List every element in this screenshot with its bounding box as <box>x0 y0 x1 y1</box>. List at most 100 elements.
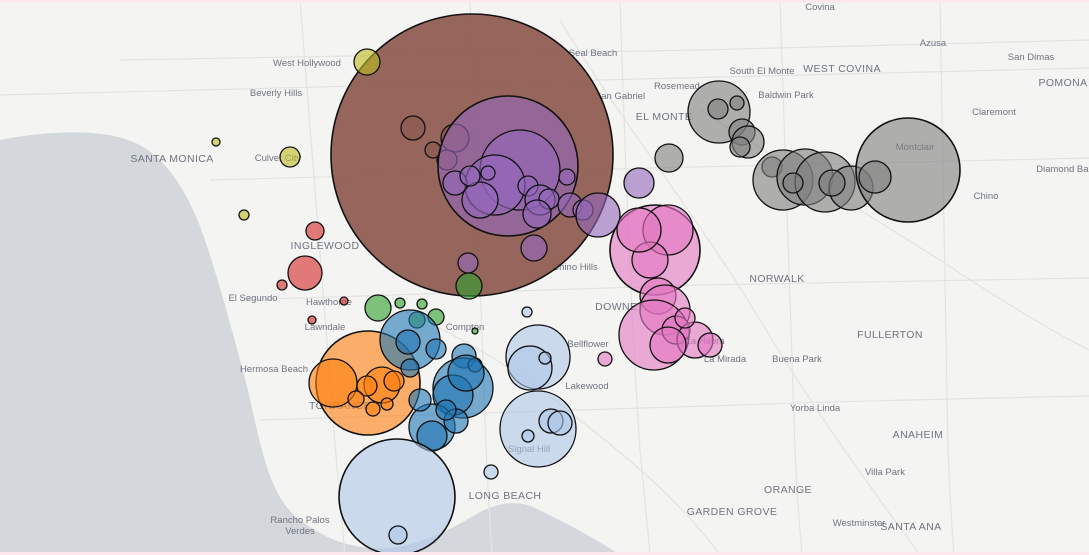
marker-orange-75[interactable] <box>347 390 365 408</box>
place-label-norwalk: NORWALK <box>749 273 804 285</box>
top-edge <box>0 0 1089 3</box>
place-label-compton: Compton <box>446 322 485 333</box>
place-label-orange: ORANGE <box>764 484 812 496</box>
marker-pink-32[interactable] <box>674 307 696 329</box>
marker-gray-37[interactable] <box>707 98 729 120</box>
marker-blue-77[interactable] <box>395 329 421 355</box>
marker-lightblue-99[interactable] <box>521 306 533 318</box>
marker-red-59[interactable] <box>339 296 349 306</box>
marker-lightblue-100[interactable] <box>483 464 499 480</box>
bottom-edge <box>0 552 1089 555</box>
place-label-west-covina: WEST COVINA <box>803 63 881 75</box>
marker-olive-54[interactable] <box>211 137 221 147</box>
place-label-beverly-hills: Beverly Hills <box>250 88 303 99</box>
marker-purple-21[interactable] <box>623 167 655 199</box>
marker-gray-50[interactable] <box>782 172 804 194</box>
place-label-la-mirada: La Mirada <box>704 354 747 365</box>
place-label-bellflower: Bellflower <box>567 339 608 350</box>
marker-orange-74[interactable] <box>380 397 394 411</box>
marker-olive-52[interactable] <box>353 48 381 76</box>
place-label-anaheim: ANAHEIM <box>893 429 944 441</box>
marker-blue-89[interactable] <box>447 354 485 392</box>
place-label-azusa: Azusa <box>920 38 947 49</box>
marker-lightblue-97[interactable] <box>338 438 456 555</box>
place-label-chino: Chino <box>974 191 999 202</box>
marker-pink-35[interactable] <box>616 207 662 253</box>
marker-lightblue-92[interactable] <box>538 351 552 365</box>
marker-green-61[interactable] <box>455 272 483 300</box>
place-label-culver-city: Culver City <box>255 153 302 164</box>
marker-gray-41[interactable] <box>729 136 751 158</box>
place-label-el-segundo: El Segundo <box>228 293 277 304</box>
place-label-rosemead: Rosemead <box>654 81 700 92</box>
marker-purple-20[interactable] <box>457 252 479 274</box>
place-label-covina: Covina <box>805 2 835 13</box>
marker-lightblue-98[interactable] <box>388 525 408 545</box>
marker-purple-8[interactable] <box>461 181 499 219</box>
marker-purple-10[interactable] <box>459 165 481 187</box>
place-label-chino-hills: Chino Hills <box>552 262 598 273</box>
marker-olive-53[interactable] <box>279 146 301 168</box>
marker-layer <box>211 13 961 555</box>
marker-lightblue-96[interactable] <box>521 429 535 443</box>
place-label-el-monte: EL MONTE <box>636 111 692 123</box>
marker-green-64[interactable] <box>416 298 428 310</box>
marker-orange-71[interactable] <box>383 370 405 392</box>
marker-olive-55[interactable] <box>238 209 250 221</box>
marker-pink-34[interactable] <box>597 351 613 367</box>
place-label-san-dimas: San Dimas <box>1008 52 1055 63</box>
ocean-area <box>0 132 620 555</box>
place-label-south-el-monte: South El Monte <box>730 66 795 77</box>
place-label-fullerton: FULLERTON <box>857 329 923 341</box>
place-label-westminster: Westminster <box>833 518 886 529</box>
place-label-buena-park: Buena Park <box>772 354 822 365</box>
place-label-hawthorne: Hawthorne <box>306 297 352 308</box>
marker-gray-51[interactable] <box>818 169 846 197</box>
marker-blue-78[interactable] <box>425 338 447 360</box>
place-label-garden-grove: GARDEN GROVE <box>687 506 778 518</box>
marker-purple-22[interactable] <box>522 199 552 229</box>
marker-orange-73[interactable] <box>365 401 381 417</box>
marker-red-58[interactable] <box>276 279 288 291</box>
place-label-pomona: POMONA <box>1038 77 1087 89</box>
marker-red-60[interactable] <box>307 315 317 325</box>
marker-pink-31[interactable] <box>697 332 723 358</box>
marker-green-63[interactable] <box>394 297 406 309</box>
marker-red-56[interactable] <box>305 221 325 241</box>
marker-red-57[interactable] <box>287 255 323 291</box>
place-label-villa-park: Villa Park <box>865 467 905 478</box>
place-label-san-gabriel: San Gabriel <box>595 91 645 102</box>
place-label-west-hollywood: West Hollywood <box>273 58 341 69</box>
marker-gray-42[interactable] <box>654 143 684 173</box>
marker-purple-15[interactable] <box>558 168 576 186</box>
marker-brown-1[interactable] <box>400 115 426 141</box>
marker-blue-86[interactable] <box>408 388 432 412</box>
place-label-diamond-bar: Diamond Bar <box>1036 164 1089 175</box>
place-label-lakewood: Lakewood <box>565 381 608 392</box>
place-label-baldwin-park: Baldwin Park <box>758 90 814 101</box>
place-label-santa-ana: SANTA ANA <box>880 521 941 533</box>
marker-gray-48[interactable] <box>855 117 961 223</box>
marker-blue-85[interactable] <box>400 358 420 378</box>
place-label-lawndale: Lawndale <box>305 322 346 333</box>
place-label-hermosa-beach: Hermosa Beach <box>240 364 308 375</box>
marker-green-62[interactable] <box>364 294 392 322</box>
marker-gray-38[interactable] <box>729 95 745 111</box>
marker-purple-18[interactable] <box>575 192 621 238</box>
marker-orange-72[interactable] <box>356 375 378 397</box>
marker-blue-88[interactable] <box>435 399 457 421</box>
marker-pink-33[interactable] <box>649 326 687 364</box>
place-label-claremont: Claremont <box>972 107 1016 118</box>
place-label-santa-monica: SANTA MONICA <box>130 153 213 165</box>
place-label-yorba-linda: Yorba Linda <box>790 403 841 414</box>
marker-lightblue-95[interactable] <box>547 410 573 436</box>
marker-purple-19[interactable] <box>520 234 548 262</box>
place-label-long-beach: LONG BEACH <box>469 490 542 502</box>
marker-green-66[interactable] <box>471 327 479 335</box>
marker-purple-11[interactable] <box>480 165 496 181</box>
marker-gray-49[interactable] <box>858 160 892 194</box>
place-label-inglewood: INGLEWOOD <box>291 240 360 252</box>
